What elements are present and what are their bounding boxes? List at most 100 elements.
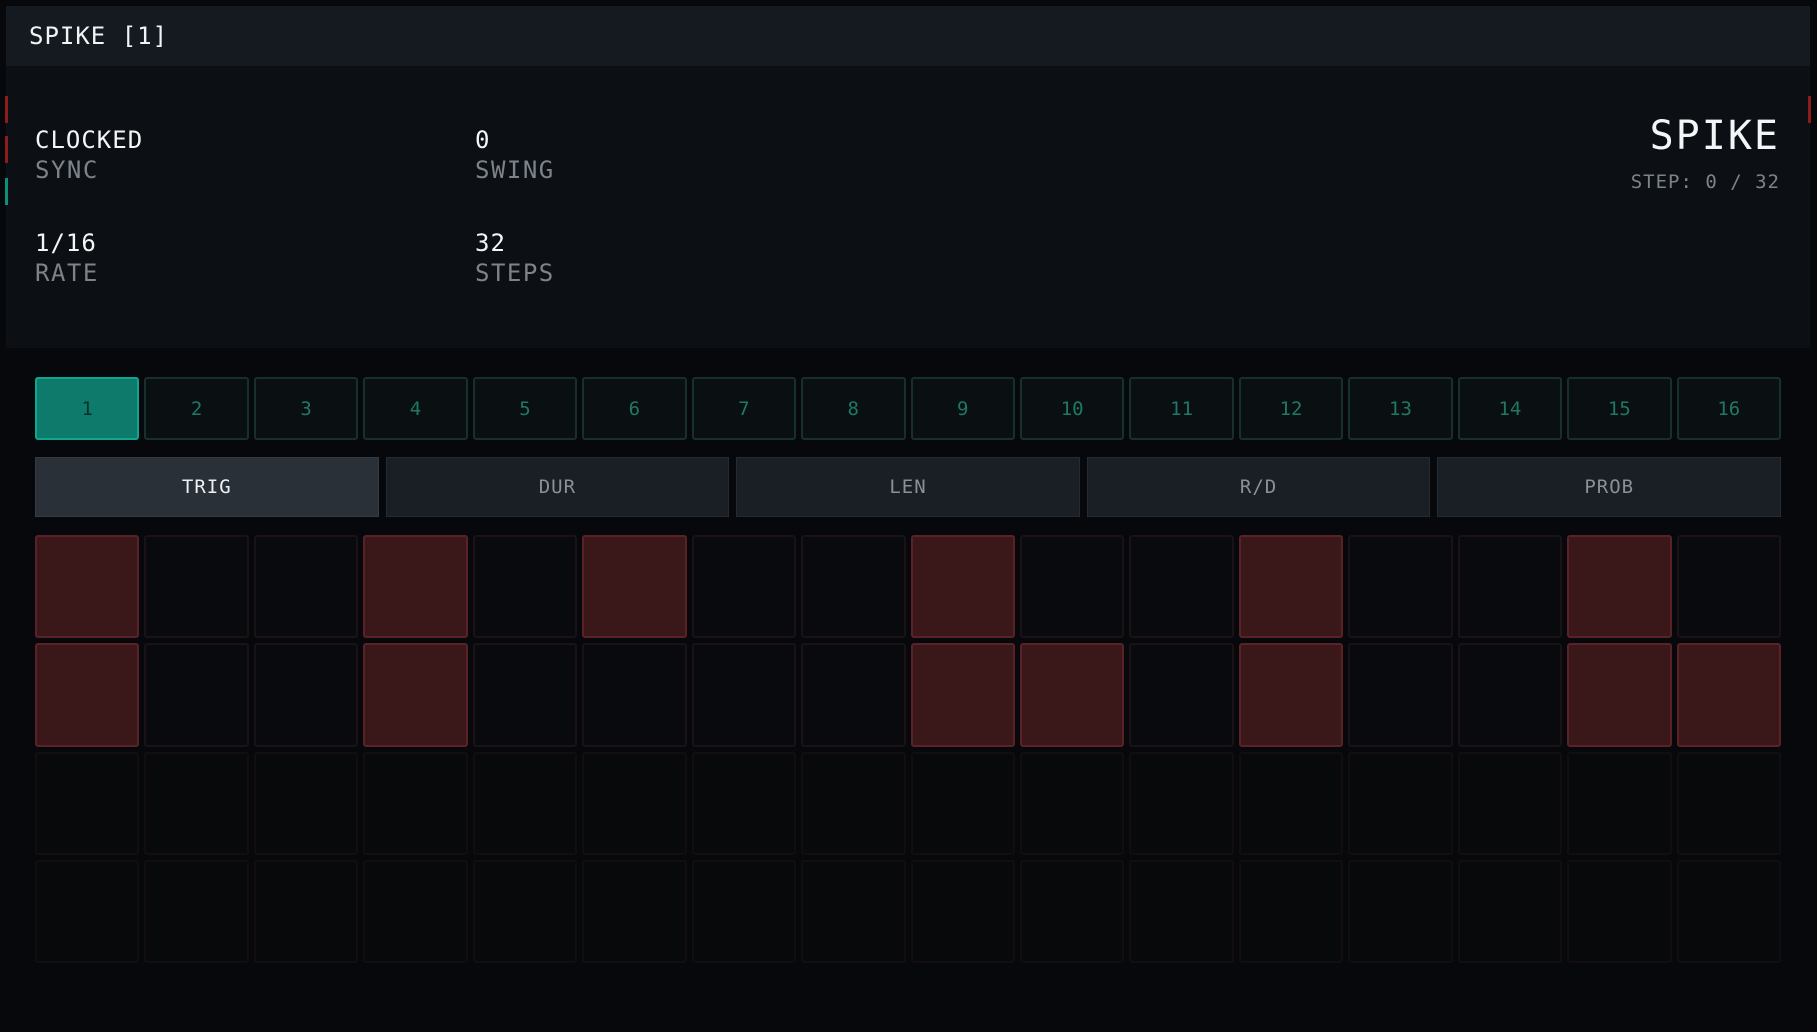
trig-cell-on[interactable]	[582, 535, 687, 639]
trig-cell-on[interactable]	[1019, 643, 1125, 747]
steps-param[interactable]: 32 STEPS	[475, 228, 555, 288]
trig-cell-off[interactable]	[1238, 751, 1344, 855]
trig-cell-off[interactable]	[1238, 859, 1344, 963]
trig-cell-off[interactable]	[1676, 751, 1781, 855]
trig-cell-off[interactable]	[1129, 751, 1234, 855]
trig-cell-off[interactable]	[1457, 535, 1563, 639]
edge-indicator-red	[5, 136, 8, 163]
trig-cell-off[interactable]	[472, 751, 578, 855]
trig-cell-off[interactable]	[1019, 859, 1125, 963]
trig-cell-off[interactable]	[910, 751, 1015, 855]
swing-param[interactable]: 0 SWING	[475, 125, 555, 185]
step-page-button[interactable]: 2	[144, 377, 249, 440]
trig-cell-off[interactable]	[472, 535, 578, 639]
steps-value: 32	[475, 229, 506, 257]
trig-cell-off[interactable]	[1348, 859, 1453, 963]
trig-cell-off[interactable]	[1457, 643, 1563, 747]
tab-len[interactable]: LEN	[736, 457, 1080, 517]
trig-cell-off[interactable]	[144, 859, 249, 963]
step-page-button[interactable]: 4	[363, 377, 468, 440]
trig-cell-off[interactable]	[472, 643, 578, 747]
trig-cell-off[interactable]	[1348, 643, 1453, 747]
step-page-button[interactable]: 3	[253, 377, 359, 440]
trig-cell-off[interactable]	[691, 859, 797, 963]
trig-cell-off[interactable]	[1457, 751, 1563, 855]
trig-cell-off[interactable]	[253, 751, 359, 855]
trig-cell-on[interactable]	[910, 643, 1015, 747]
edge-indicator-red	[5, 96, 8, 123]
trig-cell-on[interactable]	[363, 535, 468, 639]
trig-cell-off[interactable]	[1676, 859, 1781, 963]
trig-cell-off[interactable]	[144, 751, 249, 855]
trig-cell-off[interactable]	[801, 859, 906, 963]
step-page-button[interactable]: 16	[1676, 377, 1781, 440]
trig-cell-off[interactable]	[1567, 859, 1672, 963]
tab-trig[interactable]: TRIG	[35, 457, 379, 517]
trig-cell-off[interactable]	[363, 751, 468, 855]
step-page-button[interactable]: 10	[1019, 377, 1125, 440]
sync-label: SYNC	[35, 156, 99, 184]
trig-cell-off[interactable]	[582, 751, 687, 855]
step-page-button[interactable]: 5	[472, 377, 578, 440]
step-page-button[interactable]: 8	[801, 377, 906, 440]
trig-cell-off[interactable]	[1129, 535, 1234, 639]
trig-cell-off[interactable]	[1019, 751, 1125, 855]
trig-cell-on[interactable]	[910, 535, 1015, 639]
trig-cell-off[interactable]	[1567, 751, 1672, 855]
trig-cell-on[interactable]	[1567, 535, 1672, 639]
step-page-button[interactable]: 13	[1348, 377, 1453, 440]
step-readout: STEP: 0 / 32	[1630, 171, 1780, 193]
trig-cell-off[interactable]	[1348, 751, 1453, 855]
trig-cell-on[interactable]	[35, 643, 140, 747]
trig-cell-on[interactable]	[1238, 535, 1344, 639]
step-page-button[interactable]: 1	[35, 377, 140, 440]
trig-cell-off[interactable]	[253, 643, 359, 747]
trig-cell-off[interactable]	[910, 859, 1015, 963]
step-page-button[interactable]: 15	[1567, 377, 1672, 440]
step-page-button[interactable]: 7	[691, 377, 797, 440]
trig-cell-on[interactable]	[1238, 643, 1344, 747]
trig-cell-on[interactable]	[363, 643, 468, 747]
step-page-button[interactable]: 11	[1129, 377, 1234, 440]
trig-cell-off[interactable]	[472, 859, 578, 963]
step-page-button[interactable]: 14	[1457, 377, 1563, 440]
tab-prob[interactable]: PROB	[1437, 457, 1781, 517]
trig-cell-off[interactable]	[691, 751, 797, 855]
sync-param[interactable]: CLOCKED SYNC	[35, 125, 143, 185]
trig-cell-on[interactable]	[35, 535, 140, 639]
rate-value: 1/16	[35, 229, 97, 257]
trig-cell-on[interactable]	[1676, 643, 1781, 747]
trig-cell-on[interactable]	[1567, 643, 1672, 747]
trig-cell-off[interactable]	[1019, 535, 1125, 639]
step-page-button[interactable]: 6	[582, 377, 687, 440]
step-page-button[interactable]: 12	[1238, 377, 1344, 440]
trig-cell-off[interactable]	[691, 535, 797, 639]
trig-cell-off[interactable]	[582, 643, 687, 747]
trig-cell-off[interactable]	[144, 535, 249, 639]
trig-cell-off[interactable]	[582, 859, 687, 963]
edge-indicator-red	[1808, 96, 1811, 123]
trig-cell-off[interactable]	[35, 859, 140, 963]
trig-cell-off[interactable]	[801, 751, 906, 855]
step-page-button[interactable]: 9	[910, 377, 1015, 440]
rate-label: RATE	[35, 259, 99, 287]
trig-cell-off[interactable]	[144, 643, 249, 747]
trig-cell-off[interactable]	[253, 859, 359, 963]
trig-cell-off[interactable]	[1457, 859, 1563, 963]
trig-cell-off[interactable]	[1129, 859, 1234, 963]
trig-cell-off[interactable]	[363, 859, 468, 963]
steps-label: STEPS	[475, 259, 555, 287]
trig-cell-off[interactable]	[801, 535, 906, 639]
trig-cell-off[interactable]	[253, 535, 359, 639]
tab-r-d[interactable]: R/D	[1086, 457, 1431, 517]
rate-param[interactable]: 1/16 RATE	[35, 228, 99, 288]
trig-cell-off[interactable]	[691, 643, 797, 747]
trig-cell-off[interactable]	[1129, 643, 1234, 747]
swing-label: SWING	[475, 156, 555, 184]
trig-cell-off[interactable]	[35, 751, 140, 855]
window-title: SPIKE [1]	[6, 6, 1810, 66]
tab-dur[interactable]: DUR	[385, 457, 730, 517]
trig-cell-off[interactable]	[801, 643, 906, 747]
trig-cell-off[interactable]	[1348, 535, 1453, 639]
trig-cell-off[interactable]	[1676, 535, 1781, 639]
